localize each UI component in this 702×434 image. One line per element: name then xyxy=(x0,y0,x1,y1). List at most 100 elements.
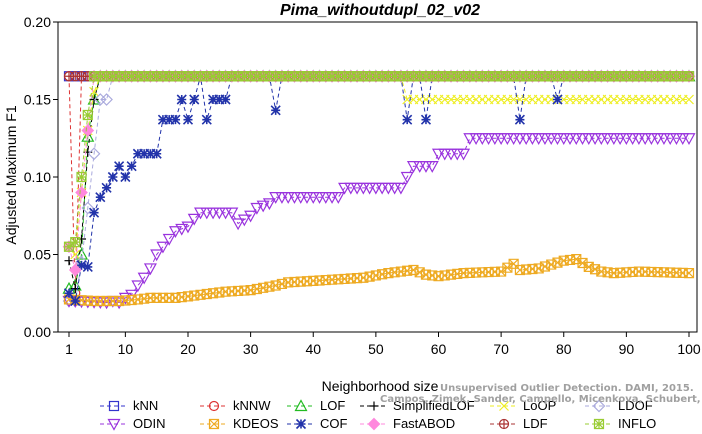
legend-item-simplifiedlof: SimplifiedLOF xyxy=(360,398,475,413)
data-point xyxy=(156,241,170,254)
data-point xyxy=(325,192,339,204)
data-point xyxy=(519,133,533,145)
legend-item-ldf: LDF xyxy=(490,416,548,431)
data-point xyxy=(626,133,640,145)
data-point xyxy=(577,257,588,269)
data-point xyxy=(338,182,352,195)
data-point xyxy=(250,202,264,215)
data-point xyxy=(207,94,219,105)
y-tick-label: 0.00 xyxy=(24,324,51,340)
data-point xyxy=(500,133,514,145)
data-point xyxy=(669,133,683,145)
data-point xyxy=(463,133,477,145)
legend-marker xyxy=(295,418,307,430)
data-point xyxy=(619,133,633,145)
data-point xyxy=(214,94,225,105)
data-point xyxy=(488,133,502,145)
data-point xyxy=(344,182,358,195)
data-point xyxy=(70,284,80,294)
data-point xyxy=(544,133,558,145)
data-point xyxy=(294,192,308,204)
data-point xyxy=(131,280,145,293)
data-point xyxy=(256,200,270,213)
data-point xyxy=(419,161,433,173)
data-point xyxy=(683,268,695,279)
data-point xyxy=(87,147,101,161)
data-point xyxy=(657,133,671,145)
data-point xyxy=(394,182,408,195)
data-point xyxy=(189,94,200,105)
data-point xyxy=(244,210,258,223)
x-tick-label: 40 xyxy=(305,341,321,357)
data-point xyxy=(181,221,195,234)
data-point xyxy=(93,93,107,106)
x-tick-label: 20 xyxy=(180,341,196,357)
legend-label: LDOF xyxy=(618,398,653,413)
x-tick-label: 60 xyxy=(431,341,447,357)
data-point xyxy=(137,272,151,285)
series-line xyxy=(68,75,689,294)
series-line xyxy=(68,75,689,256)
data-point xyxy=(369,182,383,195)
data-point xyxy=(70,295,81,307)
legend-label: kNN xyxy=(133,398,158,413)
legend-item-cof: COF xyxy=(287,416,348,431)
data-point xyxy=(682,133,696,145)
y-tick-label: 0.15 xyxy=(24,92,51,108)
data-point xyxy=(76,260,87,271)
data-point xyxy=(482,133,496,145)
series-kdeos xyxy=(63,254,695,307)
series-simplifiedlof xyxy=(64,71,694,294)
data-point xyxy=(68,263,82,277)
legend-item-inflo: INFLO xyxy=(585,416,656,431)
series-knnw xyxy=(63,71,695,299)
data-point xyxy=(601,133,615,145)
data-point xyxy=(513,133,527,145)
legend-label: KDEOS xyxy=(233,416,279,431)
legend-label: ODIN xyxy=(133,416,166,431)
data-point xyxy=(663,133,677,145)
data-point xyxy=(356,182,370,195)
legend-marker xyxy=(367,417,381,431)
data-point xyxy=(312,192,327,204)
data-point xyxy=(350,182,364,195)
data-point xyxy=(126,161,137,172)
data-point xyxy=(206,207,220,220)
legend-item-loop: LoOP xyxy=(490,398,556,413)
data-point xyxy=(557,133,571,145)
y-tick-label: 0.10 xyxy=(24,169,51,185)
data-point xyxy=(363,182,377,195)
data-point xyxy=(81,129,95,142)
series-line xyxy=(68,75,689,289)
data-point xyxy=(132,148,143,159)
data-point xyxy=(200,207,214,220)
legend-marker xyxy=(369,401,379,411)
legend-label: INFLO xyxy=(618,416,656,431)
x-tick-label: 100 xyxy=(677,341,701,357)
data-point xyxy=(101,182,112,193)
x-tick-label: 80 xyxy=(556,341,572,357)
data-point xyxy=(402,114,413,125)
legend-item-kdeos: KDEOS xyxy=(200,416,279,431)
legend-label: LOF xyxy=(320,398,345,413)
watermark-line-2: Campos, Zimek, Sander, Campello, Micenko… xyxy=(380,394,702,405)
x-tick-label: 10 xyxy=(118,341,134,357)
data-point xyxy=(552,94,563,105)
data-point xyxy=(525,133,539,145)
legend-item-ldof: LDOF xyxy=(585,398,653,413)
data-point xyxy=(651,133,665,145)
data-point xyxy=(194,207,208,220)
data-point xyxy=(262,198,276,211)
data-point xyxy=(475,133,489,145)
data-point xyxy=(175,223,189,236)
data-point xyxy=(157,114,169,125)
data-point xyxy=(100,93,113,106)
data-point xyxy=(563,133,577,145)
x-tick-label: 1 xyxy=(65,341,73,357)
data-point xyxy=(683,71,695,82)
legend-item-fastabod: FastABOD xyxy=(360,416,455,431)
legend: kNN kNNW LOF SimplifiedLOF LoOP LDOF ODIN KDEOS… xyxy=(100,398,656,431)
data-point xyxy=(571,254,582,265)
data-point xyxy=(76,171,87,183)
series-inflo xyxy=(63,71,695,252)
